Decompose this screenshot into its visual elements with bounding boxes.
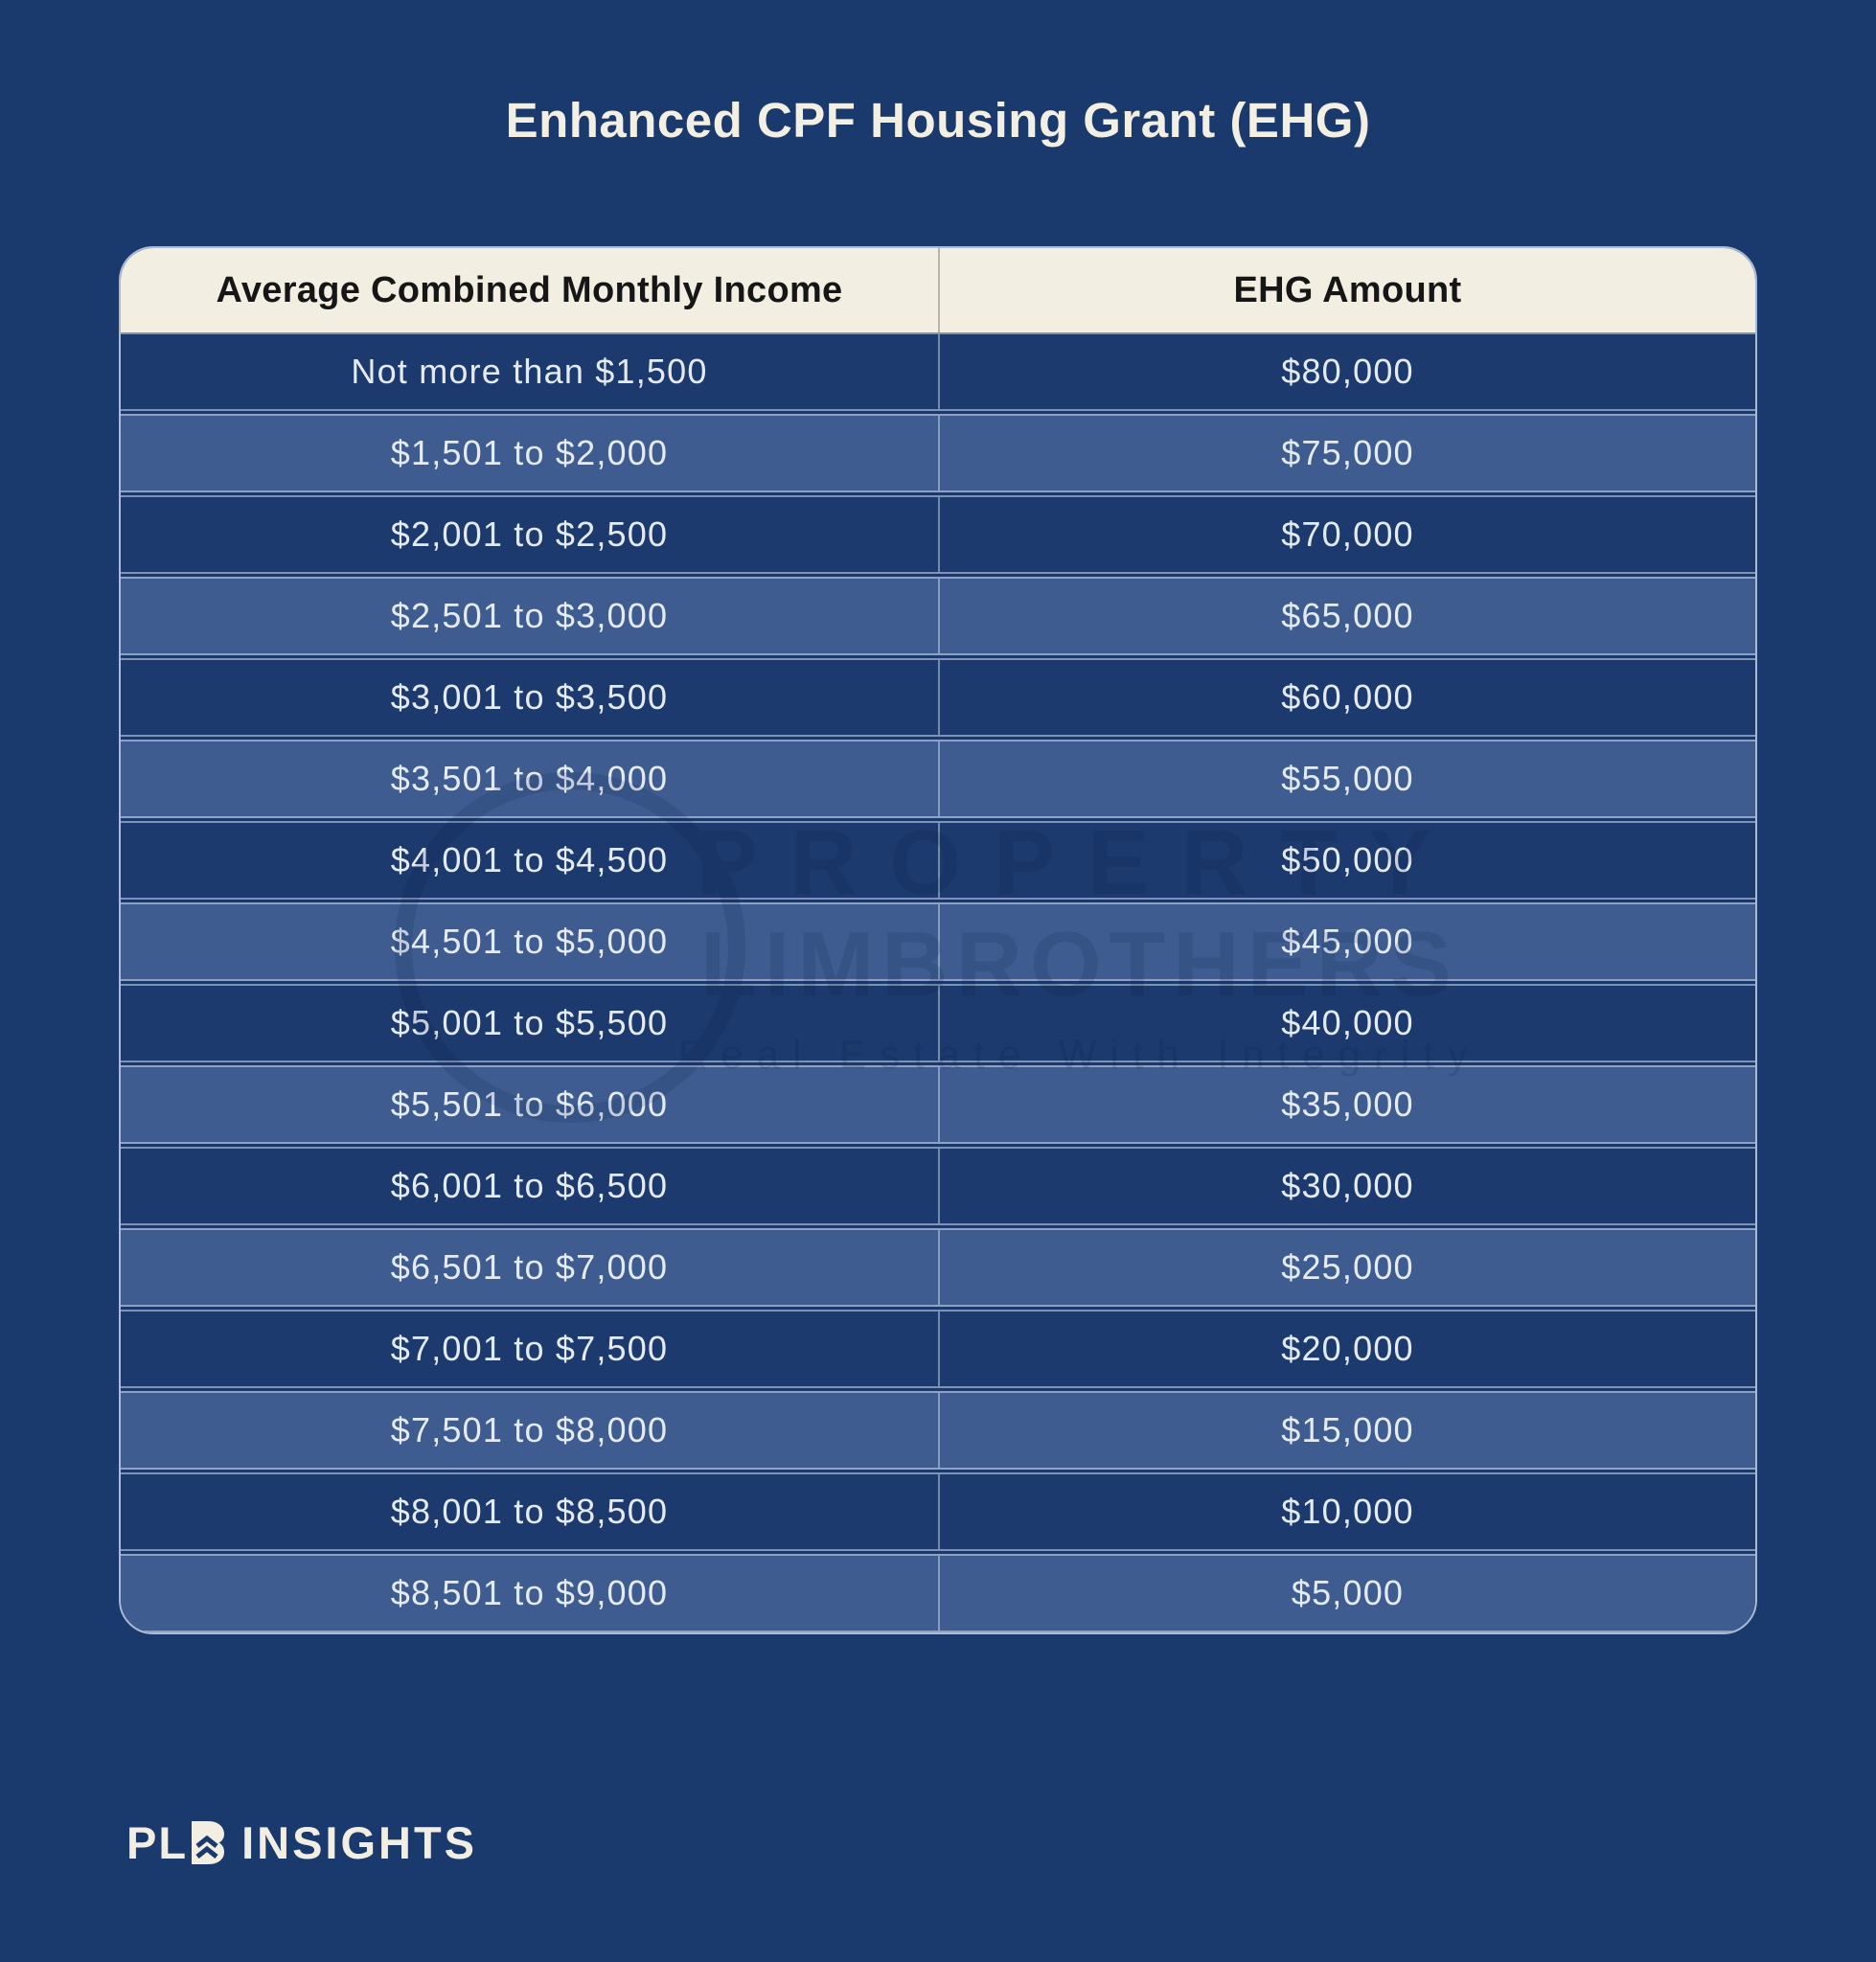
income-cell: $5,501 to $6,000 xyxy=(390,1084,669,1124)
table-row: $6,001 to $6,500 $30,000 xyxy=(121,1147,1755,1225)
table-row: $8,501 to $9,000 $5,000 xyxy=(121,1554,1755,1632)
amount-cell: $50,000 xyxy=(938,823,1755,898)
amount-cell: $25,000 xyxy=(938,1230,1755,1305)
table-row: $1,501 to $2,000 $75,000 xyxy=(121,414,1755,492)
table-row: $3,501 to $4,000 $55,000 xyxy=(121,740,1755,818)
income-cell: $3,501 to $4,000 xyxy=(390,759,669,798)
table-row: $2,001 to $2,500 $70,000 xyxy=(121,495,1755,574)
income-cell: $1,501 to $2,000 xyxy=(390,433,669,472)
income-cell: $3,001 to $3,500 xyxy=(390,677,669,717)
table-row: $7,001 to $7,500 $20,000 xyxy=(121,1310,1755,1388)
income-cell: $5,001 to $5,500 xyxy=(390,1003,669,1042)
table-row: $8,001 to $8,500 $10,000 xyxy=(121,1472,1755,1551)
table-row: $4,501 to $5,000 $45,000 xyxy=(121,902,1755,981)
amount-cell: $60,000 xyxy=(938,660,1755,735)
column-header-ehg-amount: EHG Amount xyxy=(938,248,1755,332)
amount-cell: $65,000 xyxy=(938,579,1755,653)
table-row: $2,501 to $3,000 $65,000 xyxy=(121,577,1755,655)
amount-cell: $45,000 xyxy=(938,904,1755,979)
plb-logo-b-chevron-icon xyxy=(192,1821,225,1864)
income-cell: $6,001 to $6,500 xyxy=(390,1166,669,1205)
income-cell: $6,501 to $7,000 xyxy=(390,1247,669,1287)
income-cell: $7,501 to $8,000 xyxy=(390,1410,669,1449)
table-row: $6,501 to $7,000 $25,000 xyxy=(121,1228,1755,1307)
plb-logo-text: PL xyxy=(126,1817,189,1868)
amount-cell: $70,000 xyxy=(938,497,1755,572)
income-cell: $8,001 to $8,500 xyxy=(390,1492,669,1531)
income-cell: $2,001 to $2,500 xyxy=(390,514,669,554)
income-cell: $2,501 to $3,000 xyxy=(390,596,669,635)
table-row: $5,001 to $5,500 $40,000 xyxy=(121,984,1755,1062)
amount-cell: $10,000 xyxy=(938,1474,1755,1549)
amount-cell: $80,000 xyxy=(938,334,1755,409)
insights-logo-text: INSIGHTS xyxy=(241,1817,478,1868)
amount-cell: $75,000 xyxy=(938,416,1755,490)
income-cell: $4,001 to $4,500 xyxy=(390,840,669,879)
amount-cell: $55,000 xyxy=(938,741,1755,816)
table-row: $7,501 to $8,000 $15,000 xyxy=(121,1391,1755,1470)
ehg-table: Average Combined Monthly Income EHG Amou… xyxy=(119,246,1757,1634)
income-cell: $4,501 to $5,000 xyxy=(390,922,669,961)
table-body: Not more than $1,500 $80,000 $1,501 to $… xyxy=(121,332,1755,1632)
column-header-income: Average Combined Monthly Income xyxy=(216,269,843,310)
income-cell: $8,501 to $9,000 xyxy=(390,1573,669,1612)
table-row: $3,001 to $3,500 $60,000 xyxy=(121,658,1755,737)
table-row: Not more than $1,500 $80,000 xyxy=(121,332,1755,411)
amount-cell: $35,000 xyxy=(938,1067,1755,1142)
table-header-row: Average Combined Monthly Income EHG Amou… xyxy=(121,248,1755,332)
page-title: Enhanced CPF Housing Grant (EHG) xyxy=(505,93,1371,148)
amount-cell: $30,000 xyxy=(938,1149,1755,1223)
amount-cell: $15,000 xyxy=(938,1393,1755,1468)
amount-cell: $20,000 xyxy=(938,1312,1755,1386)
amount-cell: $40,000 xyxy=(938,986,1755,1061)
amount-cell: $5,000 xyxy=(938,1556,1755,1631)
income-cell: $7,001 to $7,500 xyxy=(390,1329,669,1368)
income-cell: Not more than $1,500 xyxy=(351,352,708,391)
plb-insights-logo: PL INSIGHTS xyxy=(126,1816,477,1869)
table-row: $5,501 to $6,000 $35,000 xyxy=(121,1065,1755,1144)
table-row: $4,001 to $4,500 $50,000 xyxy=(121,821,1755,900)
